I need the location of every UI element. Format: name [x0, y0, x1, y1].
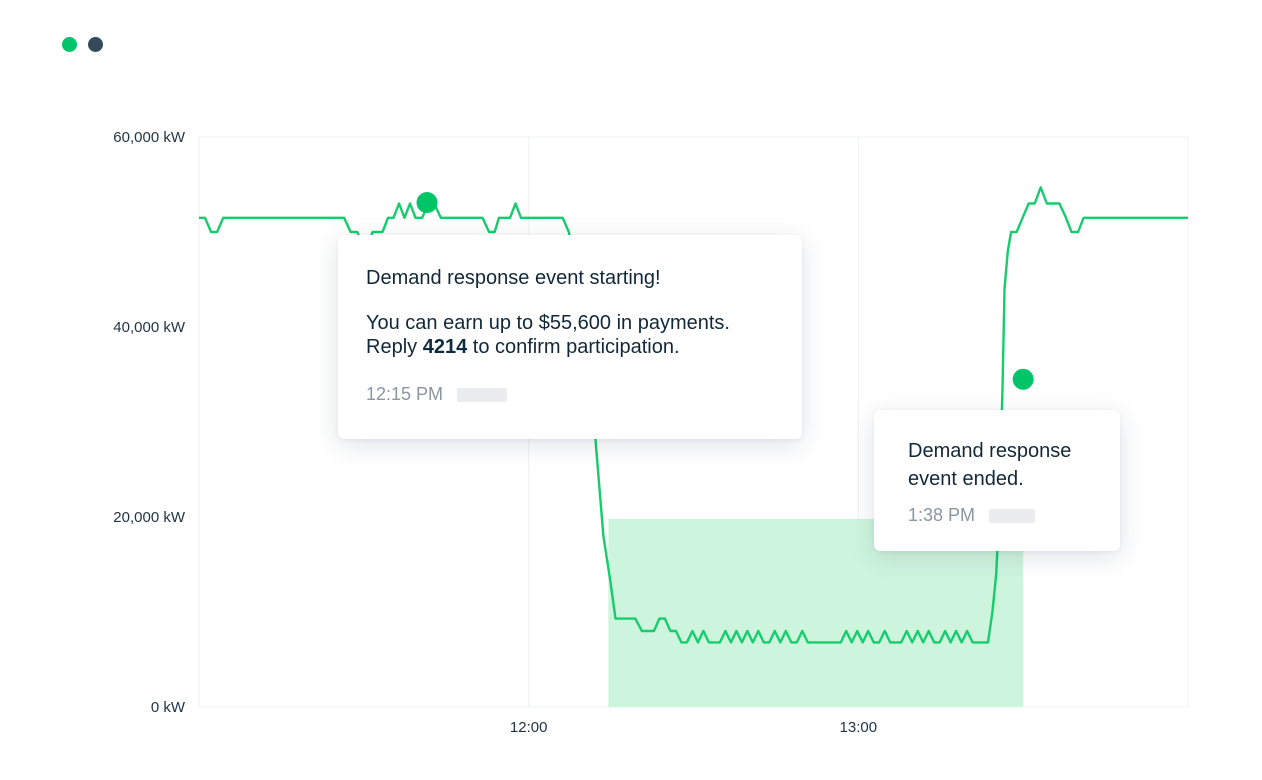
y-tick-label: 40,000 kW	[113, 319, 186, 336]
event-marker	[1012, 368, 1034, 390]
y-tick-label: 0 kW	[151, 699, 186, 716]
event-end-title: Demand response event ended.	[908, 437, 1094, 493]
status-dot-green	[62, 37, 77, 52]
status-dot-dark	[88, 37, 103, 52]
event-end-time: 1:38 PM	[908, 505, 976, 525]
window-controls	[62, 37, 103, 52]
earnings-text: You can earn up to $55,600 in payments.	[366, 312, 730, 334]
event-start-title: Demand response event starting!	[366, 267, 661, 289]
confirmation-code: 4214	[422, 336, 468, 358]
event-end-notification: Demand response event ended. 1:38 PM	[874, 410, 1120, 551]
reply-prefix: Reply	[366, 336, 423, 358]
demand-series-line	[199, 186, 1188, 644]
event-start-meta: 12:15 PM	[366, 384, 774, 405]
event-end-title-line2: event ended.	[908, 468, 1024, 490]
event-start-time: 12:15 PM	[366, 384, 444, 404]
redacted-placeholder	[457, 387, 508, 402]
x-tick-label: 12:00	[510, 719, 548, 736]
event-start-message: You can earn up to $55,600 in payments. …	[366, 311, 774, 359]
event-start-notification: Demand response event starting! You can …	[338, 235, 802, 439]
y-tick-label: 20,000 kW	[113, 509, 186, 526]
x-tick-label: 13:00	[840, 719, 878, 736]
y-axis-ticks: 0 kW 20,000 kW 40,000 kW 60,000 kW	[113, 129, 186, 716]
reply-suffix: to confirm participation.	[467, 336, 680, 358]
event-end-meta: 1:38 PM	[908, 505, 1094, 526]
redacted-placeholder	[989, 508, 1036, 523]
event-markers	[416, 192, 1034, 390]
x-axis-ticks: 12:00 13:00	[510, 719, 877, 736]
event-marker	[416, 192, 438, 214]
event-end-title-line1: Demand response	[908, 440, 1072, 462]
y-tick-label: 60,000 kW	[113, 129, 186, 146]
